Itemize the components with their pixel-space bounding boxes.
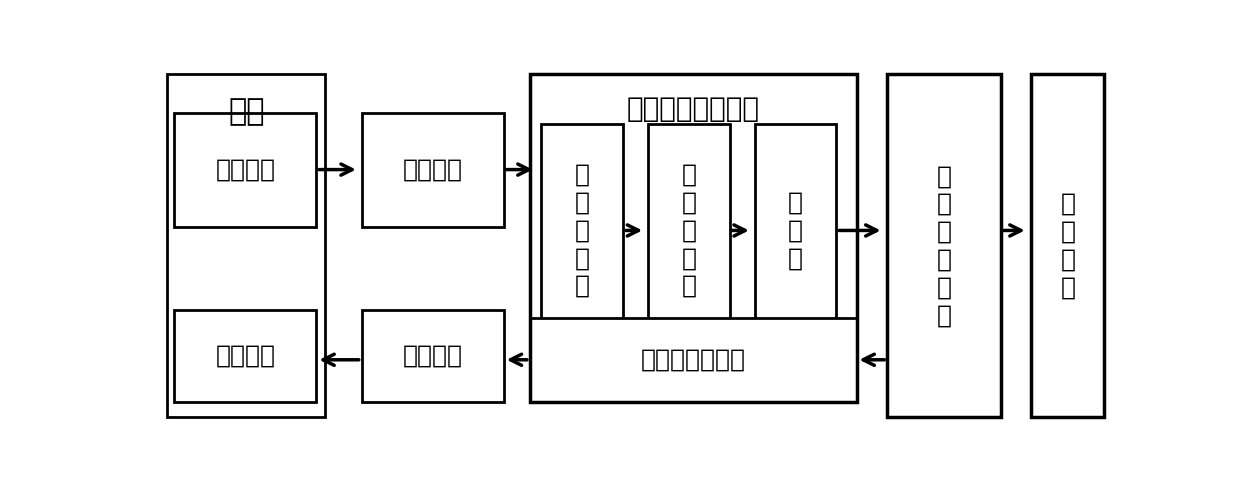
Bar — [362, 310, 503, 402]
Text: 患侧电极: 患侧电极 — [403, 344, 463, 368]
Text: 健侧前贳: 健侧前贳 — [216, 158, 275, 182]
Bar — [755, 124, 836, 337]
Bar — [542, 124, 622, 337]
Text: 电脉冲发生模块: 电脉冲发生模块 — [641, 348, 745, 372]
Bar — [174, 113, 316, 227]
Bar — [649, 124, 729, 337]
Text: 肌电信号采集模块: 肌电信号采集模块 — [626, 95, 760, 124]
Bar — [529, 318, 857, 402]
Bar — [174, 310, 316, 402]
Bar — [888, 75, 1001, 417]
Bar — [166, 75, 325, 417]
Text: 肌
电
采
集
器: 肌 电 采 集 器 — [574, 163, 590, 298]
Text: 主
机
控
制
模
块: 主 机 控 制 模 块 — [936, 164, 951, 327]
Text: 患侧前贳: 患侧前贳 — [216, 344, 275, 368]
Text: 移
动
终
端: 移 动 终 端 — [1060, 192, 1075, 299]
Text: 健侧电极: 健侧电极 — [403, 158, 463, 182]
Bar — [529, 75, 857, 402]
Text: 信
号
放
大
器: 信 号 放 大 器 — [681, 163, 697, 298]
Bar — [1032, 75, 1105, 417]
Text: 患者: 患者 — [228, 97, 264, 126]
Bar — [362, 113, 503, 227]
Text: 滤
波
器: 滤 波 器 — [787, 191, 804, 270]
